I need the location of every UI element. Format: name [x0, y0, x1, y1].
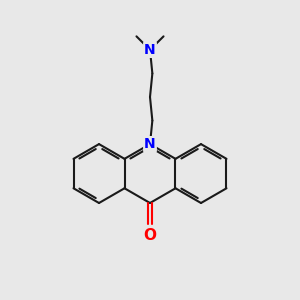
Text: O: O [143, 228, 157, 243]
Text: N: N [144, 43, 156, 57]
Text: N: N [144, 137, 156, 151]
